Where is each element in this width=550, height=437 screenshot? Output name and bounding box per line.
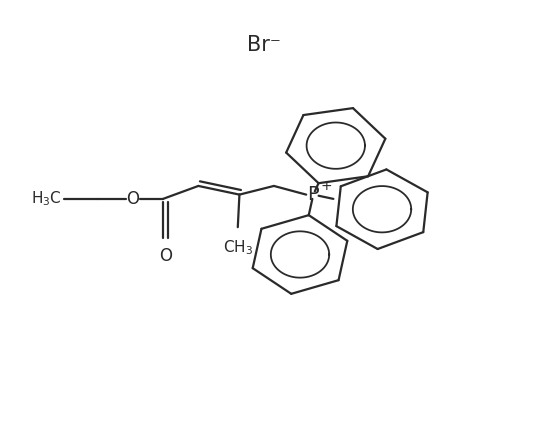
Text: H$_3$C: H$_3$C bbox=[31, 190, 62, 208]
Text: CH$_3$: CH$_3$ bbox=[223, 238, 253, 257]
Text: P: P bbox=[307, 185, 319, 204]
Text: Br⁻: Br⁻ bbox=[247, 35, 281, 55]
Text: +: + bbox=[320, 179, 332, 193]
Text: O: O bbox=[159, 247, 172, 265]
Text: O: O bbox=[126, 190, 139, 208]
